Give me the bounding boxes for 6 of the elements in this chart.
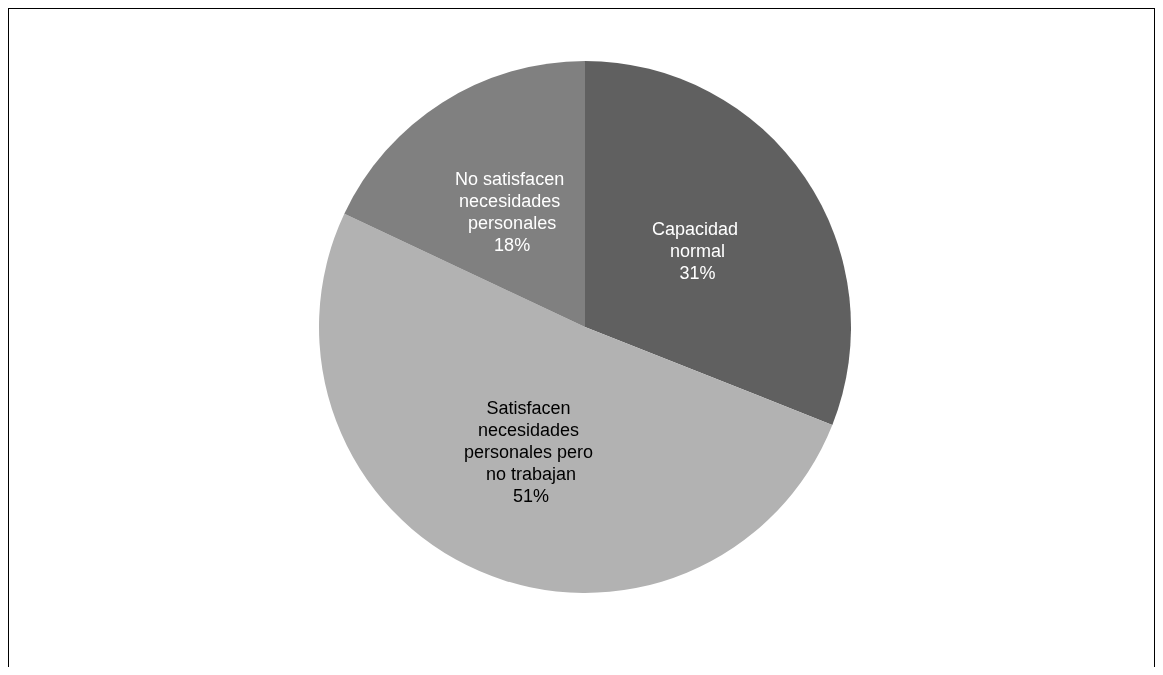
slice-label: Capacidad normal <box>651 218 744 261</box>
slice-label: No satisfacen necesidades personales <box>455 169 570 234</box>
data-label: 51% <box>512 485 549 506</box>
slice-label: Satisfacen necesidades personales pero no trabajan <box>463 397 599 484</box>
data-label: 31% <box>679 262 716 283</box>
data-label: 18% <box>494 235 531 256</box>
